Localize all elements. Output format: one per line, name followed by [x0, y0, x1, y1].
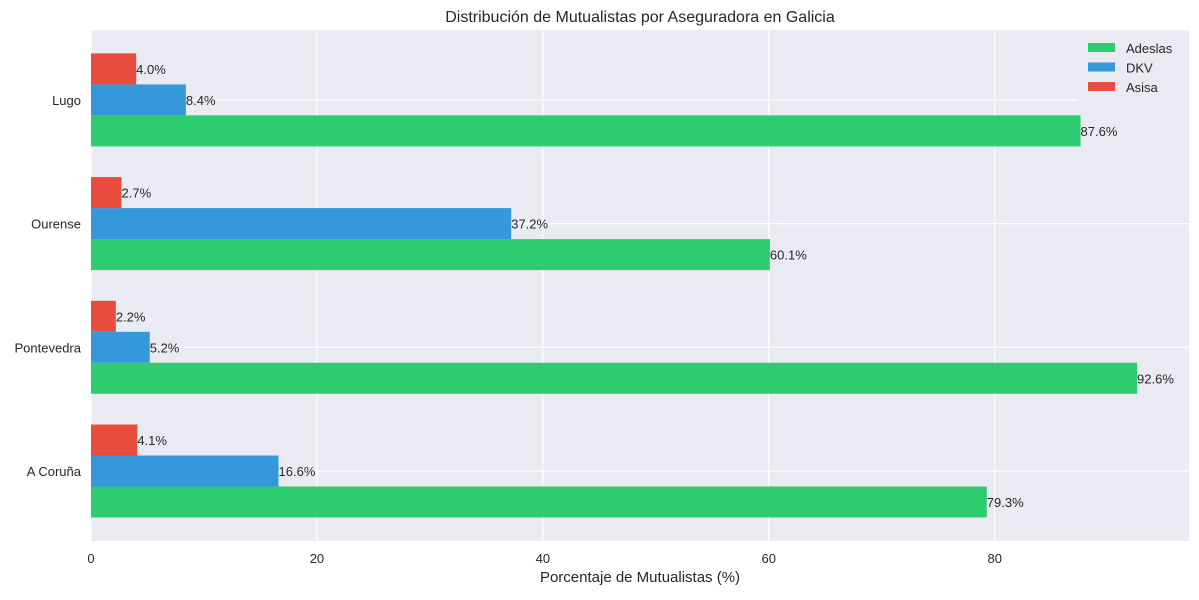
- bar-value-label: 4.1%: [137, 433, 167, 448]
- legend-swatch: [1088, 62, 1115, 72]
- y-axis-ticks: A Coruña Pontevedra Ourense Lugo: [15, 93, 82, 479]
- x-tick-label: 20: [310, 551, 324, 566]
- x-tick-label: 0: [87, 551, 94, 566]
- bar-value-label: 16.6%: [279, 464, 316, 479]
- bar-dkv: [91, 455, 279, 487]
- bar-asisa: [91, 424, 138, 456]
- legend-label: DKV: [1126, 61, 1153, 76]
- bar-adeslas: [91, 486, 987, 518]
- x-tick-label: 60: [762, 551, 776, 566]
- bar-value-label: 60.1%: [770, 248, 807, 263]
- bars: [91, 53, 1138, 518]
- bar-dkv: [91, 84, 186, 116]
- bar-value-label: 2.2%: [116, 309, 146, 324]
- bar-asisa: [91, 300, 116, 332]
- bar-value-label: 5.2%: [150, 340, 180, 355]
- y-tick-label: Pontevedra: [15, 340, 82, 355]
- bar-adeslas: [91, 362, 1138, 394]
- bar-asisa: [91, 53, 137, 85]
- x-axis-ticks: 0 20 40 60 80: [87, 551, 1002, 566]
- legend: Adeslas DKV Asisa: [1078, 34, 1189, 103]
- bar-value-label: 79.3%: [987, 495, 1024, 510]
- bar-value-label: 4.0%: [136, 62, 166, 77]
- legend-label: Adeslas: [1126, 41, 1173, 56]
- y-tick-label: Ourense: [31, 217, 81, 232]
- bar-adeslas: [91, 239, 770, 271]
- y-tick-label: Lugo: [52, 93, 81, 108]
- bar-asisa: [91, 177, 122, 209]
- y-tick-label: A Coruña: [27, 464, 82, 479]
- bar-value-label: 37.2%: [511, 217, 548, 232]
- chart-title: Distribución de Mutualistas por Asegurad…: [445, 9, 835, 26]
- legend-swatch: [1088, 82, 1115, 91]
- legend-swatch: [1088, 43, 1115, 52]
- x-tick-label: 80: [987, 551, 1001, 566]
- bar-adeslas: [91, 115, 1081, 147]
- x-tick-label: 40: [536, 551, 550, 566]
- bar-value-label: 87.6%: [1081, 124, 1118, 139]
- x-axis-label: Porcentaje de Mutualistas (%): [540, 569, 740, 586]
- bar-value-label: 8.4%: [186, 93, 216, 108]
- bar-value-label: 92.6%: [1137, 371, 1174, 386]
- bar-dkv: [91, 331, 150, 363]
- legend-label: Asisa: [1126, 80, 1159, 95]
- bar-dkv: [91, 208, 512, 240]
- bar-value-label: 2.7%: [122, 186, 152, 201]
- value-labels: 79.3% 92.6% 60.1% 87.6% 16.6% 5.2% 37.2% 8.4% 4.…: [116, 62, 1174, 510]
